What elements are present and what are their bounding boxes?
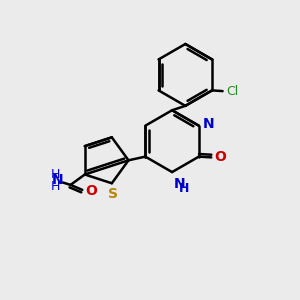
Text: N: N: [52, 173, 64, 188]
Text: H: H: [51, 168, 61, 181]
Text: H: H: [51, 180, 61, 194]
Text: O: O: [85, 184, 97, 198]
Text: N: N: [174, 176, 185, 190]
Text: Cl: Cl: [226, 85, 238, 98]
Text: O: O: [215, 150, 226, 164]
Text: H: H: [179, 182, 190, 194]
Text: S: S: [108, 187, 118, 201]
Text: N: N: [203, 117, 214, 131]
